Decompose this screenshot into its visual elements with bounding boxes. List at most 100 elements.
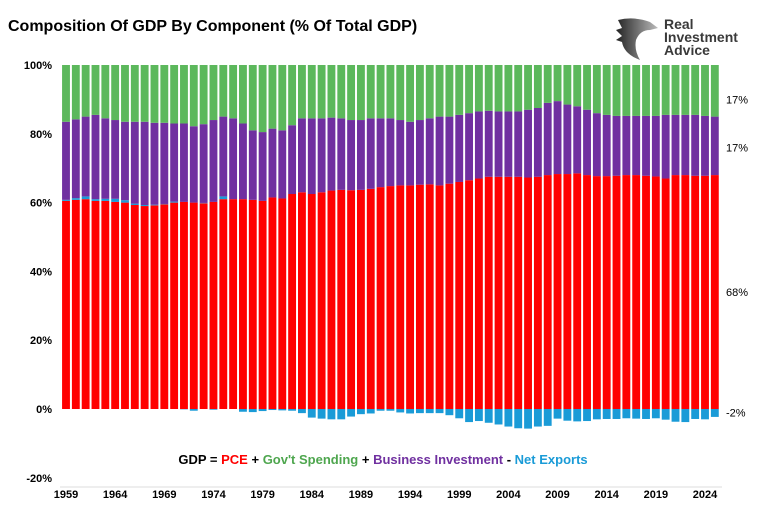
x-tick-label: 1959 <box>54 489 78 501</box>
bar-business-investment <box>248 130 257 200</box>
bar-net-exports <box>533 409 542 427</box>
bar-gov-spending <box>504 65 513 112</box>
bar-business-investment <box>278 130 287 199</box>
bar-gov-spending <box>307 65 316 119</box>
bar-net-exports <box>111 198 120 202</box>
bar-pce <box>62 200 70 409</box>
bar-gov-spending <box>524 65 532 110</box>
bar-gov-spending <box>160 65 169 123</box>
bar-pce <box>386 186 395 409</box>
bar-net-exports <box>504 409 513 427</box>
bar-gov-spending <box>268 65 277 129</box>
bar-pce <box>199 203 208 409</box>
bar-net-exports <box>691 409 700 419</box>
bar-net-exports <box>651 409 660 419</box>
bar-gov-spending <box>199 65 208 125</box>
bar-pce <box>602 176 611 409</box>
bar-gov-spending <box>642 65 650 116</box>
bar-pce <box>583 175 591 409</box>
bar-gov-spending <box>248 65 257 131</box>
bar-gov-spending <box>81 65 90 117</box>
bar-net-exports <box>121 200 129 203</box>
bar-gov-spending <box>563 65 572 105</box>
bar-business-investment <box>622 115 631 176</box>
bar-pce <box>524 177 532 409</box>
bar-business-investment <box>396 120 405 186</box>
bar-business-investment <box>671 114 680 176</box>
bar-gov-spending <box>101 65 110 119</box>
bar-pce <box>268 197 277 409</box>
bar-pce <box>366 188 375 409</box>
bar-gov-spending <box>533 65 542 108</box>
x-tick-label: 1984 <box>300 489 325 501</box>
bar-gov-spending <box>415 65 424 121</box>
bar-net-exports <box>209 409 218 410</box>
bar-pce <box>465 180 473 409</box>
bar-pce <box>81 199 90 409</box>
end-label: 17% <box>726 94 748 106</box>
bar-gov-spending <box>278 65 287 131</box>
bar-net-exports <box>710 409 719 417</box>
legend-net-exports: Net Exports <box>514 452 588 467</box>
bar-pce <box>180 201 188 409</box>
bar-gov-spending <box>612 65 621 116</box>
x-tick-label: 1964 <box>103 489 128 501</box>
bar-pce <box>504 176 513 409</box>
bar-business-investment <box>366 118 375 189</box>
logo-line: Advice <box>664 42 710 58</box>
y-tick-label: 80% <box>30 129 52 141</box>
bar-business-investment <box>642 115 650 176</box>
bar-business-investment <box>406 121 415 186</box>
bar-business-investment <box>111 120 120 199</box>
bar-net-exports <box>642 409 650 419</box>
bar-gov-spending <box>573 65 582 107</box>
y-tick-label: 0% <box>36 404 52 416</box>
bar-business-investment <box>524 109 532 178</box>
bar-net-exports <box>170 201 179 203</box>
bar-pce <box>651 176 660 409</box>
legend-gov: Gov't Spending <box>262 452 359 467</box>
bar-net-exports <box>140 205 149 207</box>
bar-business-investment <box>258 132 267 201</box>
bar-pce <box>474 178 483 409</box>
bar-business-investment <box>602 114 611 177</box>
bar-business-investment <box>209 120 218 202</box>
bar-net-exports <box>317 409 326 419</box>
bar-gov-spending <box>602 65 611 115</box>
y-tick-label: -20% <box>26 473 52 485</box>
bar-business-investment <box>573 106 582 174</box>
bar-business-investment <box>298 118 306 193</box>
bar-net-exports <box>592 409 601 420</box>
bar-pce <box>130 205 139 409</box>
bar-business-investment <box>465 113 473 181</box>
bar-business-investment <box>583 109 591 176</box>
bar-gov-spending <box>62 65 70 122</box>
bar-gov-spending <box>376 65 385 119</box>
bar-gov-spending <box>317 65 326 119</box>
bar-gov-spending <box>229 65 238 119</box>
bar-pce <box>514 176 523 409</box>
bar-business-investment <box>484 110 493 177</box>
bar-business-investment <box>347 120 356 191</box>
bar-pce <box>543 175 552 409</box>
legend-investment: Business Investment <box>373 452 504 467</box>
bar-net-exports <box>622 409 631 419</box>
x-tick-label: 1999 <box>447 489 471 501</box>
bar-pce <box>642 175 650 409</box>
bar-net-exports <box>366 409 375 414</box>
logo-text: Real Investment Advice <box>664 17 738 58</box>
bar-gov-spending <box>219 65 228 117</box>
bar-gov-spending <box>189 65 198 127</box>
bar-net-exports <box>661 409 670 420</box>
bar-gov-spending <box>130 65 139 122</box>
bar-pce <box>101 200 110 409</box>
bar-business-investment <box>337 118 346 190</box>
bar-gov-spending <box>622 65 631 116</box>
x-tick-label: 2014 <box>594 489 619 501</box>
bar-net-exports <box>376 409 385 411</box>
bar-net-exports <box>239 409 247 412</box>
bar-gov-spending <box>298 65 306 119</box>
bar-business-investment <box>543 102 552 176</box>
bar-business-investment <box>425 118 434 185</box>
